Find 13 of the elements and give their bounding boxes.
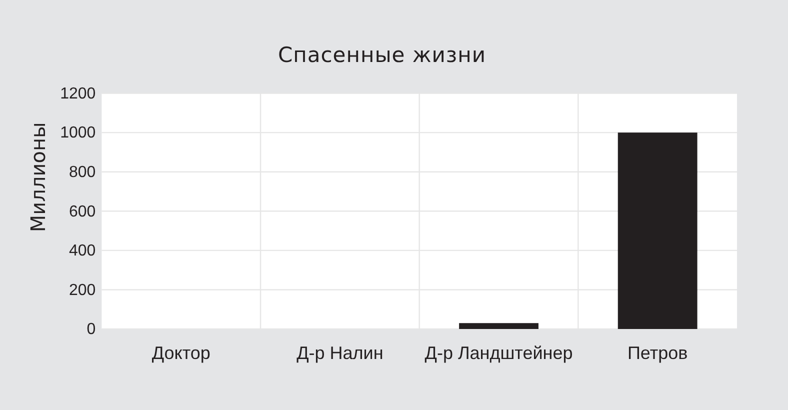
x-tick-label: Д-р Ландштейнер [424, 342, 573, 363]
x-tick-label: Петров [627, 342, 688, 363]
y-tick-label: 1000 [60, 124, 96, 142]
y-tick-label: 800 [68, 164, 96, 181]
y-tick-label: 600 [68, 203, 96, 220]
x-tick-label: Доктор [152, 342, 210, 363]
y-tick-label: 400 [68, 242, 96, 260]
y-tick-label: 1200 [60, 85, 96, 102]
chart-title: Спасенные жизни [278, 43, 486, 67]
y-tick-label: 200 [68, 282, 96, 299]
y-axis-title: Миллионы [26, 122, 50, 232]
y-tick-label: 0 [86, 321, 96, 338]
x-tick-label: Д-р Налин [296, 342, 384, 363]
